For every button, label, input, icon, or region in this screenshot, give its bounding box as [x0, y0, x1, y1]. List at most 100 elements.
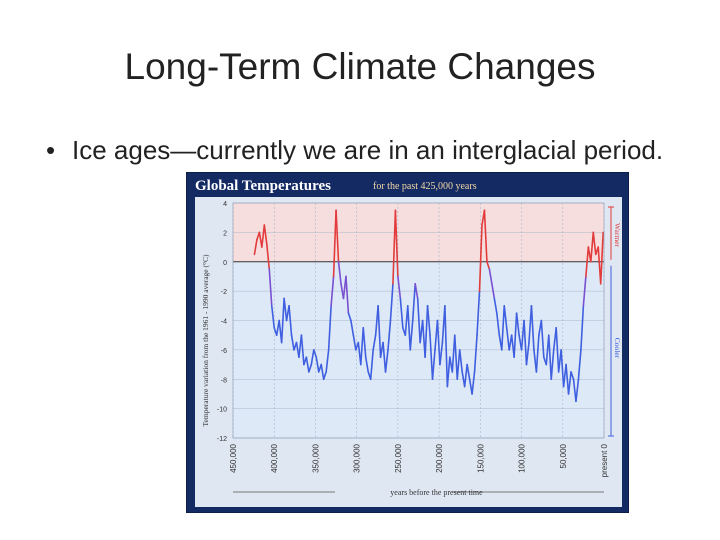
temperature-line-segment [394, 209, 399, 278]
temperature-line-segment [570, 371, 575, 381]
y-tick-label: -8 [221, 377, 227, 384]
temperature-line-segment [332, 209, 337, 278]
climate-chart: Global Temperatures for the past 425,000 … [186, 172, 629, 513]
warmer-label: Warmer [613, 223, 622, 247]
temperature-line-segment [483, 209, 488, 263]
bullet-marker: • [46, 135, 56, 165]
temperature-line-segment [565, 363, 570, 395]
y-tick-label: -4 [221, 319, 227, 326]
x-axis-title: years before the present time [390, 488, 483, 497]
temperature-line-segment [513, 312, 518, 359]
temperature-line-segment [458, 349, 463, 373]
temperature-line-segment [456, 349, 461, 381]
x-tick-label: 450,000 [229, 443, 238, 472]
bullet-text: Ice ages—currently we are in an intergla… [72, 135, 664, 165]
temperature-line-segment [411, 282, 417, 322]
temperature-line-segment [572, 378, 577, 403]
temperature-line-segment [300, 334, 305, 366]
temperature-line-segment [466, 363, 471, 381]
temperature-line-segment [515, 312, 520, 336]
temperature-line-segment [261, 224, 266, 248]
temperature-line-segment [550, 349, 555, 381]
temperature-line-segment [305, 356, 310, 373]
temperature-line-segment [397, 275, 402, 300]
temperature-line-segment [530, 305, 535, 351]
temperature-line-segment [392, 209, 397, 285]
x-tick-label: 400,000 [270, 443, 279, 472]
temperature-line-segment [523, 319, 528, 366]
temperature-line-segment [439, 341, 444, 366]
x-tick-label: 100,000 [518, 443, 527, 472]
temperature-line-segment [582, 275, 587, 307]
temperature-line-segment [580, 305, 585, 351]
temperature-line-segment [345, 275, 350, 314]
y-tick-label: 2 [223, 230, 227, 237]
temperature-line-segment [478, 224, 483, 292]
temperature-line-segment [347, 312, 352, 322]
temperature-line-segment [599, 231, 604, 285]
chart-subtitle: for the past 425,000 years [373, 181, 477, 192]
temperature-line-segment [416, 297, 421, 344]
x-tick-label: 50,000 [559, 443, 568, 468]
temperature-line-segment [253, 238, 258, 256]
temperature-line-segment [577, 349, 582, 381]
plot-border [232, 202, 605, 439]
y-tick-label: -12 [217, 436, 227, 443]
temperature-line-segment [387, 319, 392, 351]
temperature-line-segment [473, 334, 478, 373]
temperature-line-segment [471, 371, 476, 395]
temperature-line-segment [424, 305, 429, 359]
y-axis-title: Temperature variation from the 1961 - 19… [201, 254, 210, 426]
temperature-line-segment [406, 305, 412, 351]
cooler-label: Cooler [613, 338, 622, 359]
temperature-line-segment [268, 268, 273, 307]
temperature-line-segment [590, 231, 595, 263]
temperature-line-segment [312, 349, 318, 359]
temperature-line-segment [330, 275, 335, 307]
temperature-line-segment [505, 327, 510, 351]
temperature-line-segment [369, 349, 374, 381]
temperature-line-segment [426, 305, 431, 336]
temperature-line-segment [444, 305, 449, 388]
temperature-line-segment [555, 327, 560, 373]
temperature-line-segment [335, 209, 340, 263]
temperature-line-segment [493, 297, 498, 314]
temperature-line-segment [308, 363, 313, 373]
bullet-item: • Ice ages—currently we are in an interg… [46, 132, 686, 168]
temperature-line-segment [270, 305, 276, 329]
temperature-line-segment [431, 349, 436, 381]
temperature-line-segment [453, 334, 459, 381]
temperature-line-segment [377, 305, 382, 359]
temperature-line-segment [263, 224, 268, 245]
temperature-line-segment [463, 363, 468, 388]
temperature-line-segment [488, 268, 493, 285]
chart-title: Global Temperatures [195, 178, 331, 194]
temperature-line-segment [364, 356, 370, 373]
slide-title: Long-Term Climate Changes [124, 46, 596, 87]
x-tick-label: 150,000 [476, 443, 485, 472]
temperature-line-segment [540, 319, 545, 359]
y-tick-label: -6 [221, 348, 227, 355]
temperature-line-segment [310, 349, 315, 366]
temperature-line-segment [315, 356, 320, 373]
temperature-line-segment [525, 341, 530, 366]
chart-svg: Global Temperatures for the past 425,000 … [195, 178, 622, 507]
temperature-line-segment [491, 282, 496, 300]
x-tick-label: 350,000 [311, 443, 320, 472]
temperature-line-segment [280, 297, 285, 344]
y-tick-label: 4 [223, 201, 227, 208]
temperature-line-segment [446, 356, 451, 388]
temperature-line-segment [362, 327, 367, 359]
temperature-line-segment [592, 231, 597, 256]
temperature-line-segment [372, 334, 377, 351]
temperature-line-segment [429, 334, 434, 381]
temperature-line-segment [327, 305, 332, 351]
temperature-line-segment [266, 243, 271, 270]
temperature-line-segment [359, 327, 365, 366]
temperature-line-segment [322, 371, 327, 381]
temperature-line-segment [325, 349, 330, 373]
y-tick-label: -10 [217, 407, 227, 414]
x-tick-label: present 0 [600, 443, 609, 477]
temperature-line-segment [476, 290, 481, 336]
temperature-line-segment [382, 341, 387, 373]
